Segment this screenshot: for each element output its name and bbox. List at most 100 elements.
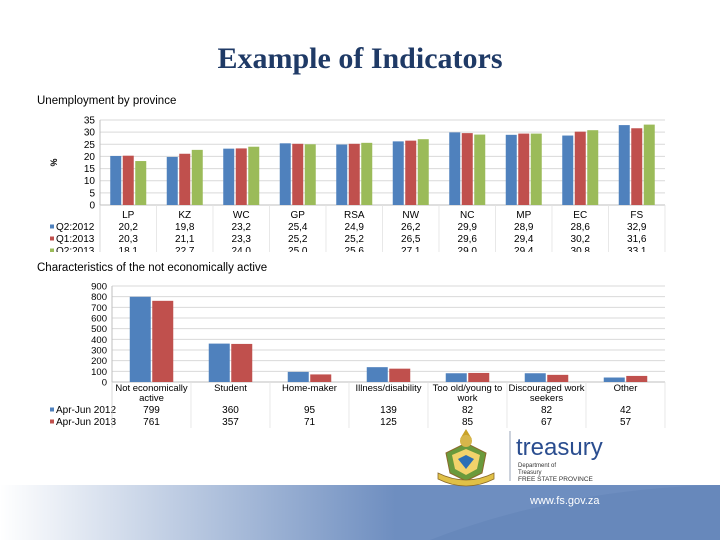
bar-1	[279, 143, 291, 205]
y-tick-label: 35	[84, 116, 96, 127]
bar-2	[310, 374, 332, 382]
bar-1	[603, 377, 625, 382]
data-label: 25,0	[288, 246, 308, 252]
category-label: Home-maker	[282, 383, 337, 394]
bar-2	[626, 375, 648, 382]
bar-1	[366, 367, 388, 382]
data-label: 27,1	[401, 246, 421, 252]
data-label: 25,4	[288, 222, 308, 233]
category-label: Discouraged work	[508, 383, 584, 394]
bar-2	[231, 343, 253, 382]
y-tick-label: 600	[91, 314, 107, 325]
bar-3	[304, 144, 316, 205]
chart1-title: Unemployment by province	[37, 95, 177, 107]
data-label: 32,9	[627, 222, 647, 233]
y-tick-label: 25	[84, 140, 96, 151]
data-label: 67	[541, 417, 553, 428]
bar-3	[474, 134, 486, 205]
bar-2	[122, 155, 134, 205]
bar-3	[587, 130, 599, 205]
coat-of-arms-icon	[437, 429, 495, 487]
bar-3	[191, 149, 203, 205]
legend-entry: Q1:2013	[56, 234, 95, 245]
data-label: 30,2	[571, 234, 591, 245]
y-tick-label: 500	[91, 324, 107, 335]
data-label: 20,2	[119, 222, 139, 233]
category-label: Student	[214, 383, 247, 394]
category-label: active	[139, 393, 164, 404]
y-tick-label: 400	[91, 335, 107, 346]
data-label: 19,8	[175, 222, 195, 233]
bar-2	[631, 128, 643, 205]
bar-1	[562, 135, 574, 205]
data-label: 22,7	[175, 246, 195, 252]
data-label: 82	[541, 405, 553, 416]
data-label: 21,1	[175, 234, 195, 245]
bar-3	[248, 146, 260, 205]
y-axis-label: %	[49, 158, 59, 166]
y-tick-label: 900	[91, 282, 107, 293]
bar-3	[361, 142, 373, 205]
legend-swatch	[50, 419, 54, 424]
data-label: 42	[620, 405, 632, 416]
bar-1	[524, 373, 546, 382]
y-tick-label: 100	[91, 367, 107, 378]
bar-2	[461, 133, 473, 205]
category-label: GP	[291, 210, 306, 221]
data-label: 28,9	[514, 222, 534, 233]
data-label: 18,1	[119, 246, 139, 252]
legend-swatch	[50, 248, 54, 252]
footer-dept-line-3: FREE STATE PROVINCE	[518, 476, 594, 483]
category-label: KZ	[178, 210, 191, 221]
data-label: 139	[380, 405, 397, 416]
footer-dept-line-1: Department of	[518, 463, 556, 469]
bar-1	[208, 343, 230, 382]
y-tick-label: 300	[91, 346, 107, 357]
chart2-title: Characteristics of the not economically …	[37, 262, 268, 274]
legend-swatch	[50, 236, 54, 241]
data-label: 71	[304, 417, 316, 428]
bar-2	[547, 374, 569, 382]
data-label: 33,1	[627, 246, 647, 252]
y-tick-label: 5	[89, 188, 95, 199]
data-label: 761	[143, 417, 160, 428]
bar-2	[389, 368, 411, 382]
category-label: EC	[573, 210, 587, 221]
category-label: work	[456, 393, 477, 404]
category-label: Illness/disability	[356, 383, 422, 394]
data-label: 30,8	[571, 246, 591, 252]
data-label: 25,6	[345, 246, 365, 252]
bar-2	[468, 372, 490, 382]
y-tick-label: 30	[84, 128, 96, 139]
legend-swatch	[50, 407, 54, 412]
bar-1	[618, 125, 630, 205]
bar-1	[392, 141, 404, 205]
category-label: Too old/young to	[433, 383, 503, 394]
y-tick-label: 0	[89, 201, 95, 212]
footer-dept-line-2: Treasury	[518, 470, 541, 476]
data-label: 29,6	[458, 234, 478, 245]
treasury-footer: treasury Department of Treasury FREE STA…	[0, 429, 720, 540]
bar-2	[152, 300, 174, 382]
bar-2	[518, 133, 530, 205]
y-tick-label: 15	[84, 164, 96, 175]
footer-url[interactable]: www.fs.gov.za	[529, 495, 600, 507]
data-label: 29,0	[458, 246, 478, 252]
bar-1	[287, 371, 309, 382]
bar-1	[505, 134, 517, 205]
bar-1	[110, 155, 122, 205]
category-label: Not economically	[115, 383, 188, 394]
data-label: 82	[462, 405, 474, 416]
bar-3	[643, 124, 655, 205]
bar-3	[417, 139, 429, 205]
category-label: RSA	[344, 210, 365, 221]
y-tick-label: 700	[91, 303, 107, 314]
bar-1	[166, 156, 178, 205]
data-label: 95	[304, 405, 316, 416]
data-label: 23,3	[232, 234, 252, 245]
bar-2	[235, 148, 247, 205]
y-tick-label: 200	[91, 356, 107, 367]
data-label: 20,3	[119, 234, 139, 245]
category-label: seekers	[530, 393, 564, 404]
